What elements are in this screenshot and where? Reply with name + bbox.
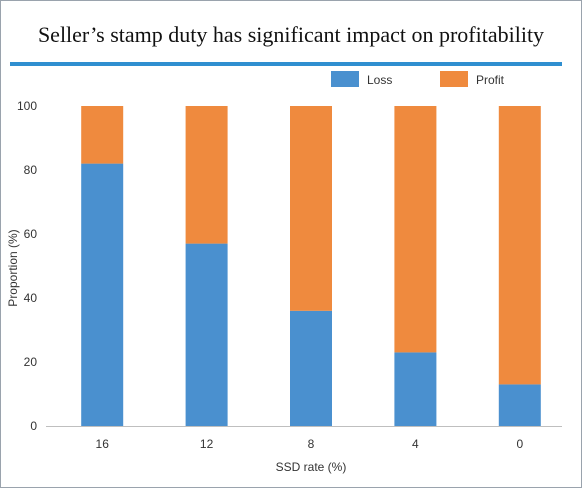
- y-axis: 0 20 40 60 80 100: [17, 99, 37, 433]
- y-tick-label: 100: [17, 99, 37, 113]
- legend-swatch-loss: [331, 71, 359, 87]
- bar-loss-4: [394, 352, 437, 426]
- bar-loss-0: [498, 384, 541, 426]
- bar-profit-0: [498, 106, 541, 385]
- x-axis: 16 12 8 4 0: [46, 426, 562, 451]
- y-tick-label: 40: [24, 291, 38, 305]
- x-tick-label: 12: [200, 437, 214, 451]
- x-tick-label: 16: [96, 437, 110, 451]
- y-tick-label: 60: [24, 227, 38, 241]
- chart-title: Seller’s stamp duty has significant impa…: [37, 22, 545, 47]
- y-tick-label: 20: [24, 355, 38, 369]
- bar-profit-8: [290, 106, 332, 311]
- legend-swatch-profit: [440, 71, 468, 87]
- x-tick-label: 4: [412, 437, 419, 451]
- bar-loss-8: [290, 310, 332, 426]
- bar-profit-12: [185, 106, 228, 244]
- legend: Loss Profit: [331, 71, 505, 87]
- title-underline: [10, 62, 562, 66]
- legend-label-loss: Loss: [367, 73, 392, 87]
- bar-profit-4: [394, 106, 437, 353]
- y-tick-label: 80: [24, 163, 38, 177]
- x-tick-label: 8: [308, 437, 315, 451]
- bar-profit-16: [81, 106, 124, 164]
- x-tick-label: 0: [516, 437, 523, 451]
- bars: [81, 106, 541, 426]
- y-tick-label: 0: [30, 419, 37, 433]
- bar-loss-16: [81, 163, 124, 426]
- legend-label-profit: Profit: [476, 73, 505, 87]
- x-axis-title: SSD rate (%): [276, 460, 347, 474]
- bar-loss-12: [185, 243, 228, 426]
- y-axis-title: Proportion (%): [6, 229, 20, 306]
